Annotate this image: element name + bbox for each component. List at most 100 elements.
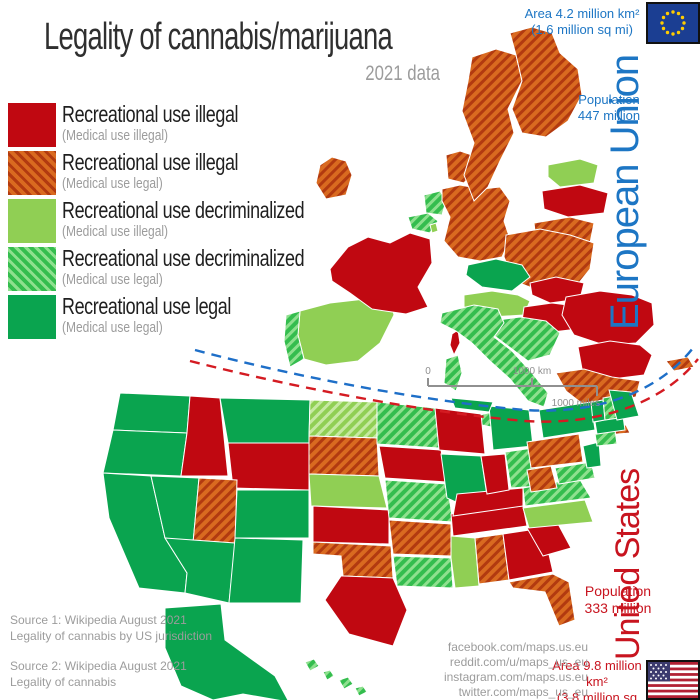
us-title-vertical: United States — [609, 468, 647, 660]
region-michigan-upper — [450, 397, 494, 413]
region-hawaii — [304, 658, 320, 672]
legend-sublabel: (Medical use legal) — [62, 271, 163, 288]
region-oklahoma — [312, 541, 394, 579]
legend-label: Recreational use decriminalized — [62, 245, 305, 271]
region-cyprus — [665, 356, 695, 372]
region-luxembourg — [429, 222, 439, 234]
region-new-mexico — [228, 537, 304, 604]
region-indiana — [480, 453, 510, 495]
legend-label: Recreational use illegal — [62, 149, 239, 175]
legend-item: Recreational use legal (Medical use lega… — [8, 293, 368, 343]
region-hawaii — [354, 685, 368, 697]
region-colorado — [234, 489, 310, 539]
region-north-carolina — [522, 499, 594, 529]
legend-item: Recreational use illegal (Medical use il… — [8, 101, 368, 151]
eu-area-stat: Area 4.2 million km² (1.6 million sq mi) — [522, 6, 642, 38]
eu-population-line1: Population — [578, 92, 640, 107]
region-oregon — [102, 429, 188, 477]
region-washington — [112, 392, 191, 434]
us-population-line2: 333 million — [584, 600, 652, 616]
social-facebook: facebook.com/maps.us.eu — [447, 640, 588, 654]
region-hawaii — [338, 676, 354, 690]
region-montana — [219, 397, 311, 444]
region-kansas — [312, 505, 390, 545]
region-minnesota — [376, 401, 440, 449]
region-hawaii — [322, 669, 335, 681]
eu-title-vertical: European Union — [603, 54, 647, 330]
region-wyoming — [227, 442, 310, 491]
legend-swatch-green-striped — [8, 247, 56, 291]
region-missouri — [384, 479, 454, 523]
region-michigan — [488, 405, 534, 451]
legend-item: Recreational use decriminalized (Medical… — [8, 245, 368, 295]
eu-area-line1: Area 4.2 million km² — [524, 6, 640, 21]
region-alaska — [164, 603, 289, 700]
legend-item: Recreational use illegal (Medical use le… — [8, 149, 368, 199]
legend-label: Recreational use legal — [62, 293, 231, 319]
region-vermont — [590, 399, 606, 423]
region-mississippi — [450, 535, 480, 589]
region-pennsylvania — [526, 433, 584, 469]
region-corsica — [449, 329, 461, 357]
region-west-virginia — [526, 465, 558, 493]
legend-sublabel: (Medical use legal) — [62, 175, 163, 192]
region-latvia — [541, 184, 609, 218]
region-ireland — [315, 156, 353, 200]
legend-sublabel: (Medical use illegal) — [62, 127, 169, 144]
us-flag-icon — [646, 660, 700, 700]
us-area-line1: Area 9.8 million km² — [552, 658, 642, 689]
legend-swatch-green — [8, 295, 56, 339]
legend-sublabel: (Medical use legal) — [62, 319, 163, 336]
social-twitter: twitter.com/maps_us_eu — [458, 685, 588, 699]
region-romania — [561, 290, 655, 346]
legend-label: Recreational use decriminalized — [62, 197, 305, 223]
legend-label: Recreational use illegal — [62, 101, 239, 127]
region-arizona — [164, 537, 236, 604]
social-links: facebook.com/maps.us.eu reddit.com/u/map… — [430, 640, 588, 700]
legend-swatch-lightgreen — [8, 199, 56, 243]
region-iowa — [378, 445, 448, 483]
region-maryland — [554, 461, 596, 485]
source-1-line2: Legality of cannabis by US jurisdiction — [10, 629, 213, 643]
source-2-line1: Source 2: Wikipedia August 2021 — [10, 659, 187, 673]
region-texas — [324, 575, 408, 647]
region-arkansas — [388, 519, 452, 557]
region-florida — [508, 573, 576, 627]
region-sweden — [461, 48, 523, 202]
region-north-dakota — [308, 399, 378, 439]
eu-population-stat: Population 447 million — [574, 92, 644, 124]
region-france — [329, 232, 433, 315]
page-title: Legality of cannabis/marijuana — [44, 16, 393, 58]
source-1: Source 1: Wikipedia August 2021 Legality… — [10, 612, 212, 644]
source-2-line2: Legality of cannabis — [10, 675, 117, 689]
social-reddit: reddit.com/u/maps_us_eu — [449, 655, 588, 669]
region-utah — [192, 477, 238, 544]
region-nebraska — [308, 473, 388, 509]
source-2: Source 2: Wikipedia August 2021 Legality… — [10, 658, 187, 690]
legend-sublabel: (Medical use illegal) — [62, 223, 169, 240]
region-louisiana — [392, 555, 454, 589]
eu-area-line2: (1.6 million sq mi) — [531, 22, 633, 37]
subtitle-year: 2021 data — [365, 62, 440, 85]
region-south-dakota — [308, 435, 380, 477]
region-new-jersey — [582, 441, 602, 469]
eu-flag-icon — [646, 2, 700, 44]
us-area-stat: Area 9.8 million km² (3.8 million sq mi) — [548, 658, 646, 700]
legend-swatch-red — [8, 103, 56, 147]
region-finland — [509, 26, 583, 138]
legend: Recreational use illegal (Medical use il… — [8, 101, 368, 343]
legend-swatch-brown-striped — [8, 151, 56, 195]
us-population-line1: Population — [584, 583, 652, 599]
region-netherlands — [423, 190, 447, 216]
eu-population-line2: 447 million — [577, 108, 641, 123]
social-instagram: instagram.com/maps.us.eu — [443, 670, 588, 684]
region-new-york — [538, 401, 596, 439]
region-wisconsin — [434, 407, 486, 455]
us-population-stat: Population 333 million — [582, 583, 654, 617]
source-1-line1: Source 1: Wikipedia August 2021 — [10, 613, 187, 627]
legend-item: Recreational use decriminalized (Medical… — [8, 197, 368, 247]
region-czechia — [465, 258, 531, 292]
region-estonia — [547, 158, 599, 188]
us-area-line2: (3.8 million sq mi) — [556, 690, 638, 700]
